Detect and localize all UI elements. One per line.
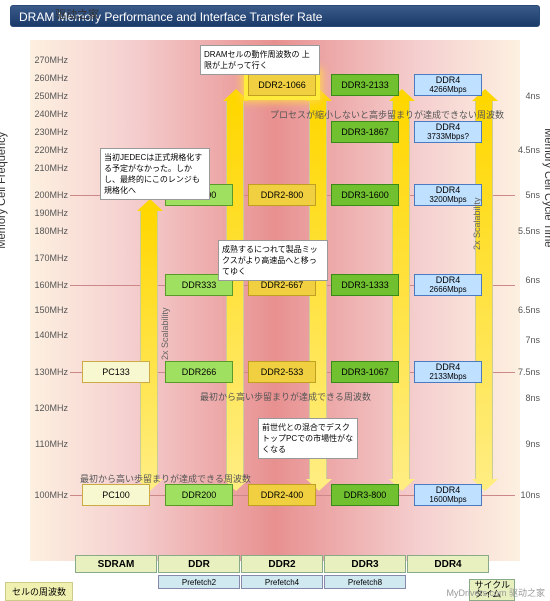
memory-node: DDR3-1867 bbox=[331, 121, 399, 143]
annotation-note: 前世代との混合でデスクトップPCでの市場性がなくなる bbox=[258, 418, 358, 459]
memory-node: DDR3-2133 bbox=[331, 74, 399, 96]
ytick: 130MHz bbox=[32, 367, 68, 377]
ytick: 200MHz bbox=[32, 190, 68, 200]
memory-node: DDR2-400 bbox=[248, 484, 316, 506]
ytick: 230MHz bbox=[32, 127, 68, 137]
annotation-note: 最初から高い歩留まりが達成できる周波数 bbox=[200, 390, 371, 403]
rtick: 6.5ns bbox=[518, 305, 540, 315]
memory-node: DDR200 bbox=[165, 484, 233, 506]
rtick: 9ns bbox=[525, 439, 540, 449]
annotation-note: 最初から高い歩留まりが達成できる周波数 bbox=[80, 472, 251, 485]
generation-label: SDRAM bbox=[75, 555, 157, 573]
ytick: 140MHz bbox=[32, 330, 68, 340]
memory-node: DDR2-800 bbox=[248, 184, 316, 206]
rtick: 5.5ns bbox=[518, 226, 540, 236]
memory-node: DDR3-1600 bbox=[331, 184, 399, 206]
rtick: 4.5ns bbox=[518, 145, 540, 155]
memory-node: DDR44266Mbps bbox=[414, 74, 482, 96]
y-axis-label-left: Memory Cell Frequency bbox=[0, 131, 8, 248]
ytick: 260MHz bbox=[32, 73, 68, 83]
memory-node: DDR42133Mbps bbox=[414, 361, 482, 383]
watermark: MyDrivers.com 驱动之家 bbox=[447, 586, 546, 599]
ytick: 100MHz bbox=[32, 490, 68, 500]
generation-label: DDR2 bbox=[241, 555, 323, 573]
annotation-note: DRAMセルの動作周波数の 上限が上がって行く bbox=[200, 45, 320, 75]
memory-node: DDR3-1067 bbox=[331, 361, 399, 383]
memory-node: DDR2-533 bbox=[248, 361, 316, 383]
ytick: 250MHz bbox=[32, 91, 68, 101]
y-axis-label-right: Memory Cell Cycle Time bbox=[542, 128, 550, 247]
ytick: 220MHz bbox=[32, 145, 68, 155]
ytick: 110MHz bbox=[32, 439, 68, 449]
scalability-label: 2x Scalability bbox=[472, 197, 482, 250]
scalability-arrow bbox=[140, 210, 158, 480]
generation-label: DDR4 bbox=[407, 555, 489, 573]
rtick: 7.5ns bbox=[518, 367, 540, 377]
memory-node: DDR43733Mbps? bbox=[414, 121, 482, 143]
generation-label: DDR bbox=[158, 555, 240, 573]
memory-node: PC100 bbox=[82, 484, 150, 506]
annotation-note: 成熟するにつれて製品ミックスがより高速品へと移ってゆく bbox=[218, 240, 328, 281]
ytick: 210MHz bbox=[32, 163, 68, 173]
memory-node: DDR41600Mbps bbox=[414, 484, 482, 506]
memory-node: DDR2-1066 bbox=[248, 74, 316, 96]
ytick: 120MHz bbox=[32, 403, 68, 413]
ytick: 190MHz bbox=[32, 208, 68, 218]
memory-node: PC133 bbox=[82, 361, 150, 383]
ytick: 150MHz bbox=[32, 305, 68, 315]
annotation-note: 当初JEDECは正式規格化する予定がなかった。しかし、最終的にこのレンジも規格化… bbox=[100, 148, 210, 200]
memory-node: DDR3-1333 bbox=[331, 274, 399, 296]
rtick: 4ns bbox=[525, 91, 540, 101]
rtick: 10ns bbox=[520, 490, 540, 500]
overlay-watermark: 驱动之家 bbox=[55, 6, 99, 22]
rtick: 7ns bbox=[525, 335, 540, 345]
prefetch-label: Prefetch8 bbox=[324, 575, 406, 589]
ytick: 180MHz bbox=[32, 226, 68, 236]
generation-label: DDR3 bbox=[324, 555, 406, 573]
ytick: 160MHz bbox=[32, 280, 68, 290]
prefetch-label: Prefetch4 bbox=[241, 575, 323, 589]
memory-node: DDR42666Mbps bbox=[414, 274, 482, 296]
scalability-label: 2x Scalability bbox=[160, 307, 170, 360]
rtick: 8ns bbox=[525, 393, 540, 403]
prefetch-label: Prefetch2 bbox=[158, 575, 240, 589]
footer-left-label: セルの周波数 bbox=[5, 582, 73, 601]
ytick: 270MHz bbox=[32, 55, 68, 65]
rtick: 6ns bbox=[525, 275, 540, 285]
ytick: 170MHz bbox=[32, 253, 68, 263]
annotation-note: プロセスが縮小しないと高歩留まりが達成できない周波数 bbox=[270, 108, 504, 121]
rtick: 5ns bbox=[525, 190, 540, 200]
memory-node: DDR266 bbox=[165, 361, 233, 383]
memory-node: DDR3-800 bbox=[331, 484, 399, 506]
ytick: 240MHz bbox=[32, 109, 68, 119]
